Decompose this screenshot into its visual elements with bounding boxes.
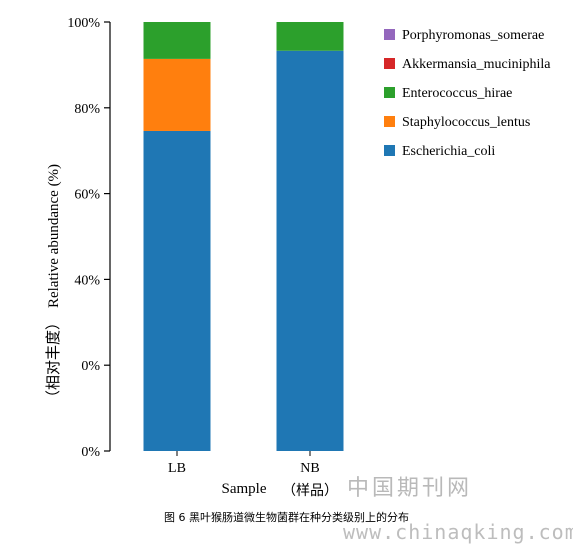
- y-tick-label: 0%: [81, 359, 100, 374]
- legend: Porphyromonas_somerae Akkermansia_mucinip…: [384, 28, 551, 159]
- y-tick-label: 60%: [74, 188, 100, 203]
- x-tick-label: LB: [168, 461, 186, 476]
- figure-caption: 图 6 黑叶猴肠道微生物菌群在种分类级别上的分布: [164, 511, 409, 524]
- legend-label: Akkermansia_muciniphila: [402, 57, 551, 72]
- x-tick-labels: LB NB （样品）: [168, 451, 338, 499]
- legend-label: Porphyromonas_somerae: [402, 28, 544, 43]
- legend-swatch: [384, 87, 395, 98]
- legend-label: Staphylococcus_lentus: [402, 115, 530, 130]
- y-tick-label: 80%: [74, 102, 100, 117]
- legend-swatch: [384, 116, 395, 127]
- y-axis-title: Relative abundance (%): [46, 164, 62, 308]
- legend-label: Enterococcus_hirae: [402, 86, 512, 101]
- bar-segment-lb-staphylococcus-lentus: [143, 58, 211, 131]
- legend-swatch: [384, 29, 395, 40]
- legend-label: Escherichia_coli: [402, 144, 495, 159]
- y-tick-label: 100%: [67, 16, 100, 31]
- watermark-site-cn: 中国期刊网: [347, 476, 473, 501]
- x-tick-sublabel: （样品）: [282, 483, 338, 499]
- bar-segment-lb-enterococcus-hirae: [143, 22, 211, 59]
- bar-segment-lb-escherichia-coli: [143, 130, 211, 451]
- legend-swatch: [384, 145, 395, 156]
- x-axis-title: Sample: [222, 481, 267, 497]
- bar-segment-nb-enterococcus-hirae: [276, 22, 344, 51]
- bars-layer: [143, 22, 344, 451]
- bar-segment-nb-escherichia-coli: [276, 50, 344, 451]
- watermark-site-url: www.chinaqking.com: [343, 520, 573, 544]
- y-tick-label: 0%: [81, 445, 100, 460]
- y-ticks: 0% 0% 40% 60% 80% 100%: [67, 16, 110, 460]
- x-tick-label: NB: [300, 461, 319, 476]
- y-tick-label: 40%: [74, 273, 100, 288]
- legend-swatch: [384, 58, 395, 69]
- y-axis-title-cn: （相对丰度）: [44, 315, 62, 405]
